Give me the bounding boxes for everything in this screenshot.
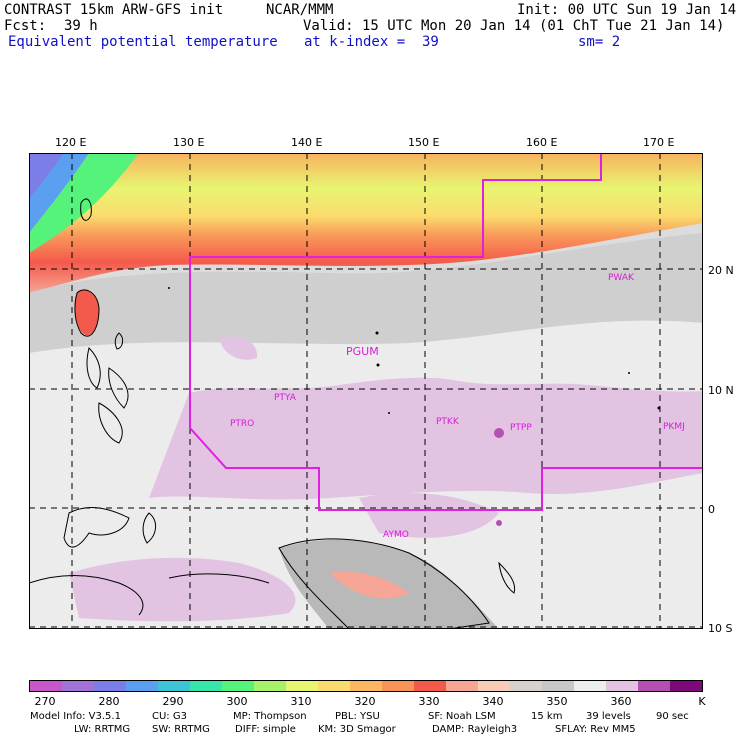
colorbar-tick-label: 350: [546, 695, 568, 708]
colorbar-swatch: [382, 681, 414, 691]
luzon-warm-spot: [74, 289, 99, 336]
colorbar: [29, 680, 703, 692]
station-label: PKMJ: [663, 422, 685, 432]
map-canvas: [29, 153, 703, 629]
init-time: Init: 00 UTC Sun 19 Jan 14: [517, 2, 737, 18]
colorbar-swatch: [542, 681, 574, 691]
model-info: 15 km: [531, 711, 563, 722]
colorbar-swatch: [126, 681, 158, 691]
model-info: SW: RRTMG: [152, 724, 210, 735]
colorbar-tick-label: 290: [162, 695, 184, 708]
lon-label: 170 E: [643, 136, 675, 149]
colorbar-tick-label: 300: [226, 695, 248, 708]
station-label: PGUM: [346, 345, 379, 358]
colorbar-swatch: [62, 681, 94, 691]
coastlines: [29, 198, 516, 629]
station-label: AYMO: [383, 530, 409, 540]
colorbar-swatch: [606, 681, 638, 691]
forecast-hour: 39 h: [64, 18, 98, 34]
region-boundary: [189, 153, 703, 511]
new-guinea-warm: [329, 571, 409, 599]
purple-area-png: [359, 493, 499, 538]
colorbar-swatch: [158, 681, 190, 691]
lon-label: 140 E: [291, 136, 323, 149]
colorbar-swatch: [414, 681, 446, 691]
station-label: PTKK: [436, 417, 459, 427]
forecast-label: Fcst:: [4, 18, 47, 34]
lon-label: 150 E: [408, 136, 440, 149]
purple-area-central: [149, 377, 703, 500]
model-info: LW: RRTMG: [74, 724, 131, 735]
colorbar-tick-label: 320: [354, 695, 376, 708]
colorbar-swatch: [318, 681, 350, 691]
valid-time: Valid: 15 UTC Mon 20 Jan 14 (01 ChT Tue …: [303, 18, 725, 34]
map-panel: [29, 153, 703, 629]
model-info: KM: 3D Smagor: [318, 724, 396, 735]
cool-corner-core: [29, 153, 64, 198]
colorbar-swatch: [190, 681, 222, 691]
lon-label: 130 E: [173, 136, 205, 149]
purple-patch: [219, 336, 258, 360]
lon-label: 120 E: [55, 136, 87, 149]
colorbar-swatch: [510, 681, 542, 691]
colorbar-swatch: [254, 681, 286, 691]
green-strip: [29, 153, 139, 253]
lat-label: 10 N: [708, 384, 734, 397]
colorbar-swatch: [446, 681, 478, 691]
colorbar-tick-label: 280: [98, 695, 120, 708]
colorbar-tick-label: 360: [610, 695, 632, 708]
station-label: PTRO: [230, 419, 255, 429]
dark-purple-spot: [496, 520, 502, 526]
station-label: PTYA: [274, 393, 296, 403]
level-label: at k-index = 39: [304, 34, 439, 50]
colorbar-unit: K: [698, 695, 706, 708]
field-name: Equivalent potential temperature: [8, 34, 278, 50]
lat-lon-grid: [29, 153, 703, 629]
model-info: 90 sec: [656, 711, 689, 722]
colorbar-swatch: [478, 681, 510, 691]
smoothing-label: sm= 2: [578, 34, 621, 50]
model-info: SFLAY: Rev MM5: [555, 724, 636, 735]
colorbar-swatch: [638, 681, 670, 691]
colorbar-tick-label: 330: [418, 695, 440, 708]
model-info: DAMP: Rayleigh3: [432, 724, 518, 735]
colorbar-tick-label: 340: [482, 695, 504, 708]
station-label: PWAK: [608, 273, 634, 283]
colorbar-swatch: [286, 681, 318, 691]
model-info: Model Info: V3.5.1: [30, 711, 121, 722]
station-label: PTPP: [510, 423, 532, 433]
colorbar-tick-label: 270: [34, 695, 56, 708]
lat-label: 20 N: [708, 264, 734, 277]
organization-label: NCAR/MMM: [266, 2, 334, 18]
lat-label: 0: [708, 503, 715, 516]
lat-label: 10 S: [708, 622, 733, 635]
model-info: SF: Noah LSM: [428, 711, 496, 722]
colorbar-swatch: [350, 681, 382, 691]
colorbar-swatch: [30, 681, 62, 691]
colorbar-swatch: [222, 681, 254, 691]
lon-label: 160 E: [526, 136, 558, 149]
model-info: MP: Thompson: [233, 711, 307, 722]
model-info: 39 levels: [586, 711, 631, 722]
colorbar-swatch: [574, 681, 606, 691]
map-frame: [29, 153, 703, 629]
dark-purple-spot: [494, 428, 504, 438]
purple-area-south: [69, 557, 296, 622]
colorbar-swatch: [670, 681, 702, 691]
island-dots: [168, 287, 661, 414]
model-info: PBL: YSU: [335, 711, 380, 722]
colorbar-tick-label: 310: [290, 695, 312, 708]
model-info: DIFF: simple: [235, 724, 296, 735]
model-title: CONTRAST 15km ARW-GFS init: [4, 2, 224, 18]
gray-band: [29, 233, 703, 353]
model-info: CU: G3: [152, 711, 187, 722]
colorbar-swatch: [94, 681, 126, 691]
